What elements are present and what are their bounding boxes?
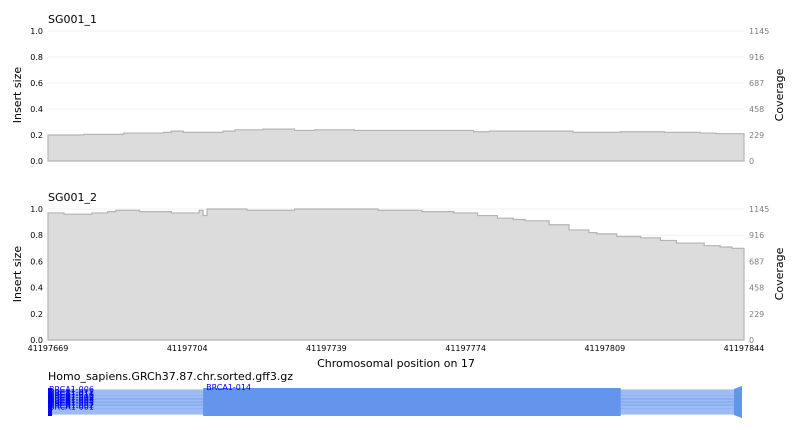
panel-title: SG001_1 bbox=[48, 13, 97, 26]
panel-title: SG001_2 bbox=[48, 191, 97, 204]
y-tick-label: 0.4 bbox=[30, 284, 43, 293]
x-tick-label: 41197739 bbox=[306, 344, 347, 353]
y2-tick-label: 229 bbox=[749, 131, 764, 140]
y-tick-label: 0.2 bbox=[30, 310, 43, 319]
y2-tick-label: 0 bbox=[749, 336, 754, 345]
y2-tick-label: 458 bbox=[749, 284, 764, 293]
coverage-area bbox=[47, 208, 745, 341]
y2-tick-label: 687 bbox=[749, 257, 764, 266]
y-axis-label: Insert size bbox=[11, 246, 24, 303]
y2-axis-label: Coverage bbox=[773, 247, 786, 300]
y2-ticks: 0 229 458 687 916 1145 bbox=[749, 27, 769, 166]
y-tick-label: 0.4 bbox=[30, 105, 43, 114]
y2-tick-label: 687 bbox=[749, 79, 764, 88]
y2-tick-label: 229 bbox=[749, 310, 764, 319]
x-ticks: 41197669 41197704 41197739 41197774 41197809… bbox=[28, 344, 765, 353]
strand-arrow bbox=[734, 386, 742, 418]
x-tick-label: 41197809 bbox=[584, 344, 625, 353]
y-ticks: 0.0 0.2 0.4 0.6 0.8 1.0 bbox=[30, 205, 43, 345]
gene-label: BRCA1-009 bbox=[49, 393, 94, 402]
gene-label: BRCA1-002 bbox=[49, 401, 94, 410]
y2-tick-label: 916 bbox=[749, 231, 764, 240]
panel-sg001-2: SG001_2 0.0 0.2 0.4 0.6 0.8 1.0 0 229 458 687 916… bbox=[11, 191, 786, 370]
y-ticks: 0.0 0.2 0.4 0.6 0.8 1.0 bbox=[30, 27, 43, 166]
gene-label: BRCA1-004 bbox=[49, 398, 94, 407]
gene-label: BRCA1-011 bbox=[49, 390, 94, 399]
y-tick-label: 1.0 bbox=[30, 27, 43, 36]
y2-tick-label: 1145 bbox=[749, 27, 769, 36]
gene-label: BRCA1-003 bbox=[49, 399, 94, 408]
y-tick-label: 0.2 bbox=[30, 131, 43, 140]
gene-label: BRCA1-014 bbox=[206, 383, 251, 392]
y2-tick-label: 1145 bbox=[749, 205, 769, 214]
y2-ticks: 0 229 458 687 916 1145 bbox=[749, 205, 769, 345]
gene-label: BRCA1-010 bbox=[49, 391, 94, 400]
gene-label: BRCA1-005 bbox=[49, 396, 94, 405]
y2-tick-label: 0 bbox=[749, 157, 754, 166]
y-tick-label: 0.6 bbox=[30, 79, 43, 88]
x-axis-label: Chromosomal position on 17 bbox=[317, 357, 475, 370]
exon-block bbox=[203, 388, 621, 416]
y2-axis-label: Coverage bbox=[773, 68, 786, 121]
panel-sg001-1: SG001_1 0.0 0.2 0.4 0.6 0.8 1.0 0 229 458 687 916… bbox=[11, 13, 786, 166]
x-tick-label: 41197704 bbox=[167, 344, 208, 353]
y-tick-label: 0.0 bbox=[30, 336, 43, 345]
coverage-area bbox=[47, 128, 745, 162]
coverage-step-area bbox=[47, 208, 745, 341]
annotation-track: Homo_sapiens.GRCh37.87.chr.sorted.gff3.g… bbox=[48, 370, 742, 418]
y-tick-label: 0.8 bbox=[30, 231, 43, 240]
x-tick-label: 41197669 bbox=[28, 344, 69, 353]
gene-label: BRCA1-012 bbox=[49, 388, 94, 397]
coverage-step-area bbox=[47, 128, 745, 162]
gene-labels: BRCA1-006 BRCA1-014BRCA1-012BRCA1-011BRCA… bbox=[49, 383, 251, 411]
x-tick-label: 41197844 bbox=[724, 344, 765, 353]
y-tick-label: 1.0 bbox=[30, 205, 43, 214]
x-tick-label: 41197774 bbox=[445, 344, 486, 353]
y2-tick-label: 458 bbox=[749, 105, 764, 114]
y-tick-label: 0.0 bbox=[30, 157, 43, 166]
y2-tick-label: 916 bbox=[749, 53, 764, 62]
y-tick-label: 0.6 bbox=[30, 257, 43, 266]
track-title: Homo_sapiens.GRCh37.87.chr.sorted.gff3.g… bbox=[48, 370, 293, 383]
gene-features bbox=[48, 386, 742, 418]
gene-label: BRCA1-008 bbox=[49, 394, 94, 403]
gene-label: BRCA1-001 bbox=[49, 402, 94, 411]
y-tick-label: 0.8 bbox=[30, 53, 43, 62]
y-axis-label: Insert size bbox=[11, 67, 24, 124]
gene-label: BRCA1-006 bbox=[49, 385, 94, 394]
exon-block bbox=[48, 388, 52, 416]
